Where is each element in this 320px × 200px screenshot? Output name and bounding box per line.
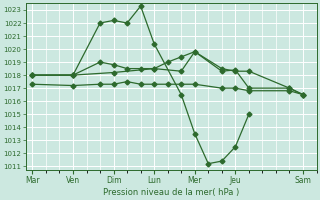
X-axis label: Pression niveau de la mer( hPa ): Pression niveau de la mer( hPa ) [103, 188, 239, 197]
